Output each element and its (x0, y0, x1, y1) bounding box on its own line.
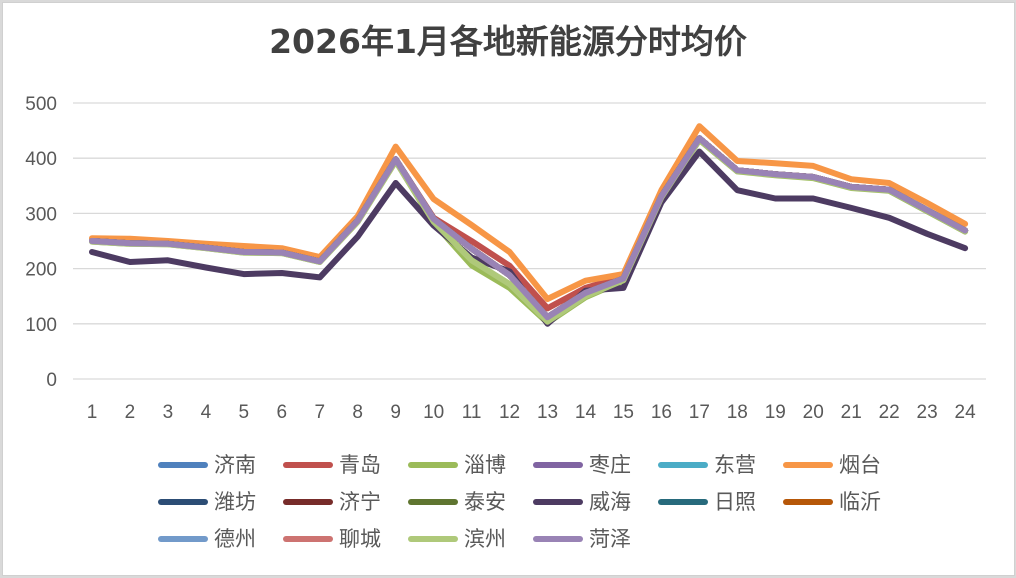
legend-swatch-icon (783, 462, 833, 468)
x-tick-label: 8 (352, 402, 363, 423)
legend-item: 临沂 (783, 487, 881, 517)
x-tick-label: 2 (125, 402, 136, 423)
legend-swatch-icon (408, 536, 458, 542)
legend-swatch-icon (408, 499, 458, 505)
legend-label: 烟台 (839, 453, 881, 477)
x-tick-label: 7 (314, 402, 325, 423)
x-tick-label: 18 (727, 402, 748, 423)
legend-item: 日照 (658, 487, 756, 517)
x-tick-label: 20 (803, 402, 824, 423)
x-tick-label: 16 (651, 402, 672, 423)
legend-swatch-icon (658, 499, 708, 505)
legend-item: 聊城 (283, 524, 381, 554)
legend-label: 潍坊 (214, 490, 256, 514)
x-tick-label: 4 (201, 402, 212, 423)
legend-swatch-icon (533, 536, 583, 542)
x-tick-label: 24 (955, 402, 977, 423)
y-tick-label: 500 (25, 94, 57, 115)
series-line-菏泽 (89, 135, 969, 321)
x-tick-label: 21 (841, 402, 862, 423)
x-tick-label: 6 (277, 402, 288, 423)
legend-item: 威海 (533, 487, 631, 517)
legend-item: 烟台 (783, 450, 881, 480)
legend-label: 枣庄 (589, 453, 631, 477)
legend-item: 潍坊 (158, 487, 256, 517)
legend-swatch-icon (283, 462, 333, 468)
x-tick-label: 11 (462, 402, 482, 423)
x-tick-label: 17 (689, 402, 710, 423)
y-tick-label: 400 (25, 149, 57, 170)
legend-label: 青岛 (339, 453, 381, 477)
legend-item: 德州 (158, 524, 256, 554)
legend-swatch-icon (158, 462, 208, 468)
y-tick-label: 200 (25, 260, 57, 281)
legend-label: 淄博 (464, 453, 506, 477)
legend-item: 东营 (658, 450, 756, 480)
x-tick-label: 1 (87, 402, 98, 423)
x-tick-label: 5 (239, 402, 250, 423)
x-tick-label: 9 (390, 402, 401, 423)
x-tick-label: 19 (765, 402, 786, 423)
legend: 济南 青岛 淄博 枣庄 东营 烟台潍坊 济宁 泰安 威海 日照 临沂德州 聊城 滨州 菏泽 (158, 450, 918, 565)
legend-swatch-icon (408, 462, 458, 468)
legend-swatch-icon (658, 462, 708, 468)
legend-label: 济南 (214, 453, 256, 477)
legend-swatch-icon (783, 499, 833, 505)
x-tick-label: 13 (537, 402, 558, 423)
legend-item: 泰安 (408, 487, 506, 517)
legend-item: 济宁 (283, 487, 381, 517)
legend-label: 泰安 (464, 490, 506, 514)
legend-label: 东营 (714, 453, 756, 477)
legend-item: 淄博 (408, 450, 506, 480)
legend-label: 滨州 (464, 527, 506, 551)
legend-swatch-icon (158, 536, 208, 542)
legend-swatch-icon (283, 536, 333, 542)
series-line-青岛 (89, 135, 969, 312)
legend-swatch-icon (533, 462, 583, 468)
legend-item: 枣庄 (533, 450, 631, 480)
legend-item: 滨州 (408, 524, 506, 554)
y-tick-label: 100 (25, 315, 57, 336)
x-tick-label: 15 (613, 402, 634, 423)
legend-swatch-icon (283, 499, 333, 505)
y-tick-label: 300 (25, 204, 57, 225)
x-tick-label: 14 (575, 402, 597, 423)
legend-label: 聊城 (339, 527, 381, 551)
x-tick-label: 22 (879, 402, 900, 423)
legend-label: 菏泽 (589, 527, 631, 551)
y-tick-label: 0 (46, 370, 57, 391)
legend-label: 济宁 (339, 490, 381, 514)
legend-label: 德州 (214, 527, 256, 551)
legend-label: 威海 (589, 490, 631, 514)
legend-label: 临沂 (839, 490, 881, 514)
series-line-烟台 (89, 123, 969, 302)
x-tick-label: 10 (423, 402, 444, 423)
legend-item: 青岛 (283, 450, 381, 480)
x-tick-label: 3 (163, 402, 174, 423)
chart-title: 2026年1月各地新能源分时均价 (269, 22, 747, 61)
legend-item: 菏泽 (533, 524, 631, 554)
x-tick-label: 23 (917, 402, 938, 423)
x-tick-label: 12 (499, 402, 520, 423)
legend-swatch-icon (158, 499, 208, 505)
legend-item: 济南 (158, 450, 256, 480)
legend-swatch-icon (533, 499, 583, 505)
legend-label: 日照 (714, 490, 756, 514)
